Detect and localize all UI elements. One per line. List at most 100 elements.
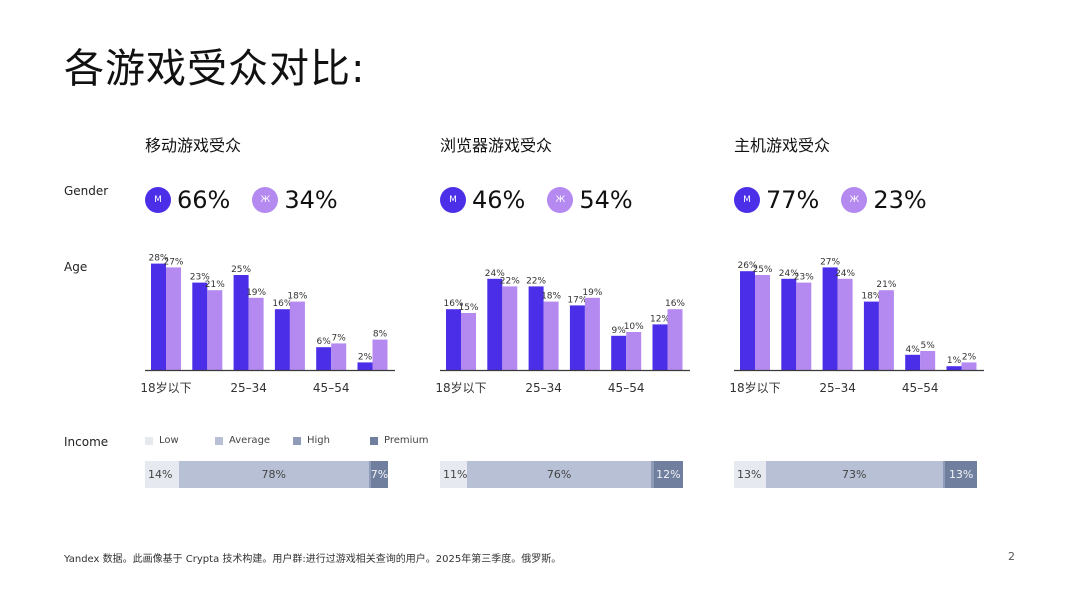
age-bar-female-1 (207, 290, 223, 370)
age-bar-male-2 (528, 286, 544, 370)
gender-split: M 66% Ж 34% (145, 186, 360, 214)
age-bar-label: 26% (737, 261, 757, 271)
age-bar-label: 18% (861, 292, 881, 302)
age-chart: 28%27% 18岁以下 23%21% 25% 19% 25–34 16%18% 6% 7% 45… (140, 254, 395, 395)
income-label-average: 78% (261, 468, 286, 481)
income-label-average: 73% (842, 468, 867, 481)
row-label-gender: Gender (64, 184, 109, 198)
age-bar-female-1 (502, 286, 518, 370)
age-bar-female-3 (878, 290, 894, 370)
x-tick-label: 25–34 (819, 381, 856, 395)
age-bar-label: 5% (921, 341, 936, 351)
income-segment-high (368, 461, 371, 488)
age-bar-male-4 (905, 354, 921, 370)
x-tick-label: 25–34 (230, 381, 267, 395)
age-bar-label: 23% (190, 273, 210, 283)
age-bar-female-3 (289, 301, 305, 370)
age-bar-label: 21% (205, 280, 225, 290)
age-bar-label: 17% (567, 295, 587, 305)
legend-label-low: Low (159, 435, 179, 446)
age-bar-female-4 (331, 343, 347, 370)
male-icon: M (145, 187, 171, 213)
x-tick-label: 18岁以下 (729, 380, 780, 395)
x-tick-label: 45–54 (902, 381, 939, 395)
age-bar-female-0 (755, 275, 770, 370)
income-segment-premium: 13% (945, 461, 977, 488)
male-icon: M (734, 187, 760, 213)
age-bar-label: 6% (317, 337, 332, 347)
age-bar-female-0 (166, 267, 181, 370)
age-bar-label: 27% (820, 257, 840, 267)
age-bar-male-0 (151, 263, 166, 370)
panel-title: 移动游戏受众 (145, 136, 242, 155)
x-tick-label: 45–54 (313, 381, 350, 395)
legend-item-low: Low (145, 435, 215, 446)
income-label-low: 13% (737, 468, 762, 481)
age-bar-label: 18% (541, 292, 561, 302)
female-icon: Ж (252, 187, 279, 213)
male-icon: M (440, 187, 466, 213)
income-segment-average: 73% (765, 461, 943, 488)
male-share: 46% (472, 186, 526, 214)
age-bar-male-4 (611, 335, 627, 370)
panel-browser: 浏览器游戏受众 M 46% Ж 54% 16% 15% 18岁以下 24% 22% 22%… (435, 0, 700, 608)
age-bar-label: 16% (665, 299, 685, 309)
age-bar-female-4 (920, 351, 936, 370)
income-segment-low: 14% (145, 461, 180, 488)
row-label-income: Income (64, 435, 109, 449)
age-bar-male-2 (822, 267, 838, 370)
age-bar-label: 19% (246, 288, 266, 298)
x-tick-label: 25–34 (525, 381, 562, 395)
age-bar-label: 15% (458, 303, 478, 313)
age-bar-label: 1% (947, 356, 962, 366)
age-bar-female-5 (372, 339, 388, 370)
legend-swatch-high (293, 436, 301, 445)
page-title: 各游戏受众对比: (64, 46, 366, 92)
legend-label-premium: Premium (384, 435, 429, 446)
income-legend: Low Average High Premium (145, 435, 429, 446)
legend-swatch-low (145, 436, 153, 445)
age-bar-label: 2% (358, 352, 373, 362)
age-bar-label: 24% (779, 269, 799, 279)
panel-console: 主机游戏受众 M 77% Ж 23% 26% 25% 18岁以下 24% 23% 27% 2… (729, 0, 994, 608)
female-share: 34% (284, 186, 338, 214)
age-bar-male-0 (740, 271, 755, 370)
age-bar-female-2 (837, 278, 853, 370)
age-bar-male-3 (863, 301, 879, 370)
age-bar-label: 16% (272, 299, 292, 309)
age-bar-male-5 (652, 324, 668, 370)
age-bar-female-1 (796, 282, 812, 370)
age-bar-male-5 (946, 366, 962, 370)
legend-label-average: Average (229, 435, 271, 446)
male-share: 66% (177, 186, 231, 214)
legend-item-premium: Premium (370, 435, 429, 446)
x-tick-label: 45–54 (608, 381, 645, 395)
age-bar-female-4 (626, 332, 642, 370)
age-bar-male-5 (357, 362, 373, 370)
age-bar-label: 2% (962, 352, 977, 362)
age-bar-label: 4% (906, 345, 921, 355)
age-bar-male-2 (233, 275, 249, 370)
income-segment-low: 13% (734, 461, 766, 488)
age-bar-label: 28% (148, 254, 168, 264)
gender-split: M 46% Ж 54% (440, 186, 655, 214)
age-bar-label: 8% (373, 330, 388, 340)
income-label-low: 11% (443, 468, 468, 481)
age-bar-female-2 (248, 297, 264, 370)
male-share: 77% (766, 186, 820, 214)
x-tick-label: 18岁以下 (140, 380, 191, 395)
income-label-low: 14% (148, 468, 173, 481)
income-label-premium: 13% (948, 468, 974, 481)
legend-swatch-average (215, 436, 223, 445)
age-bar-label: 9% (612, 326, 627, 336)
age-bar-female-3 (584, 297, 600, 370)
age-bar-female-5 (961, 362, 977, 370)
income-label-premium: 12% (656, 468, 681, 481)
income-segment-low: 11% (440, 461, 467, 488)
legend-label-high: High (307, 435, 330, 446)
age-bar-label: 24% (485, 269, 505, 279)
age-bar-label: 16% (443, 299, 463, 309)
age-bar-label: 22% (526, 276, 546, 286)
income-segment-average: 76% (466, 461, 652, 488)
